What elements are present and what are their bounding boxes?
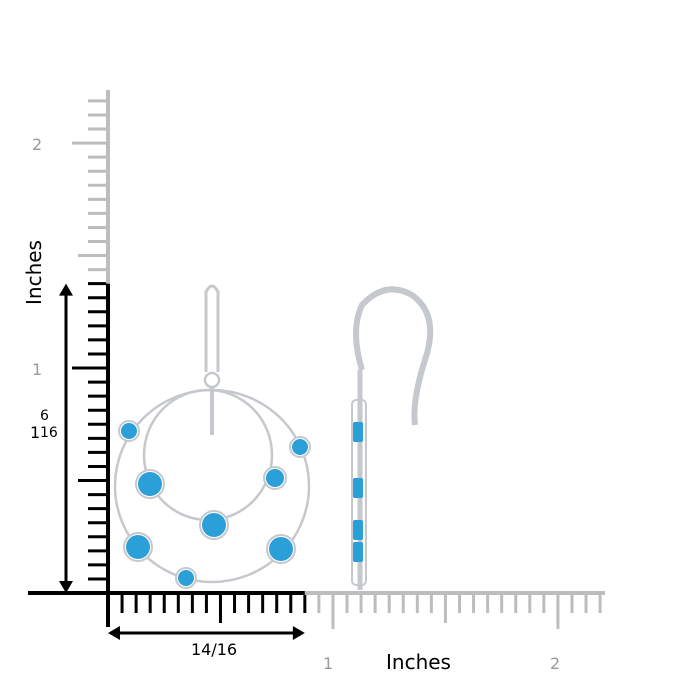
side-gemstone xyxy=(353,542,363,562)
vertical-tick-label-1: 1 xyxy=(32,360,43,379)
gemstone xyxy=(138,472,162,496)
jump-ring xyxy=(203,371,221,389)
gemstone xyxy=(266,469,284,487)
height-numerator: 6 xyxy=(40,408,49,424)
side-gemstone xyxy=(353,520,363,540)
vertical-unit-label: Inches xyxy=(22,240,46,305)
gemstone xyxy=(202,513,226,537)
side-gemstone xyxy=(353,478,363,498)
inner-circle xyxy=(142,388,274,522)
height-whole: 1 xyxy=(30,423,41,442)
vertical-tick-label-2: 2 xyxy=(32,135,43,154)
horizontal-unit-label: Inches xyxy=(386,650,451,674)
hook-side xyxy=(353,286,434,426)
gemstone xyxy=(269,537,293,561)
gemstone xyxy=(292,439,308,455)
side-frame xyxy=(351,399,367,586)
gemstones xyxy=(118,420,311,589)
hook-front xyxy=(204,284,220,372)
gemstone xyxy=(178,570,194,586)
side-gemstones xyxy=(353,422,363,562)
horizontal-tick-label-1: 1 xyxy=(323,654,334,673)
height-denominator: 16 xyxy=(40,425,58,441)
width-measure-label: 14/16 xyxy=(191,640,238,659)
gemstone xyxy=(121,423,137,439)
earring-side-view xyxy=(351,286,434,590)
horizontal-tick-label-2: 2 xyxy=(550,654,561,673)
side-gemstone xyxy=(353,422,363,442)
gemstone xyxy=(126,535,150,559)
